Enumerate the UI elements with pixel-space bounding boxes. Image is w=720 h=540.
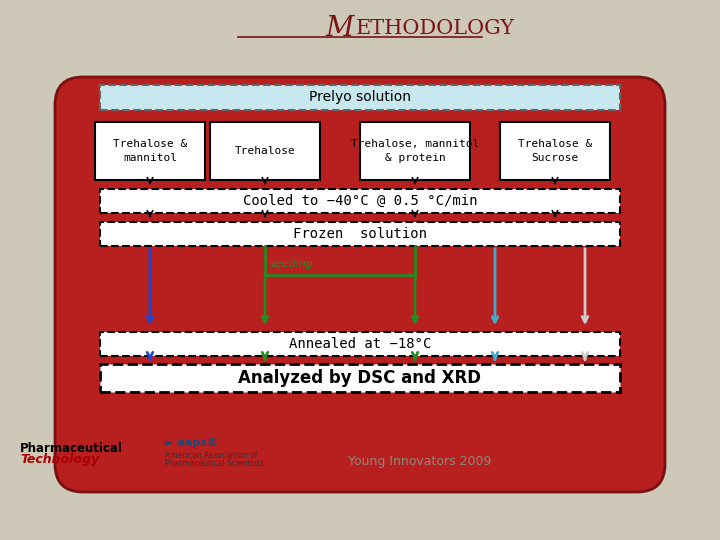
Text: Annealed at −18°C: Annealed at −18°C bbox=[289, 337, 431, 351]
FancyBboxPatch shape bbox=[95, 122, 205, 180]
Text: Pharmaceutical: Pharmaceutical bbox=[20, 442, 123, 455]
Text: ► aaps®: ► aaps® bbox=[165, 438, 218, 448]
Text: ETHODOLOGY: ETHODOLOGY bbox=[356, 18, 515, 37]
Text: Trehalose, mannitol
& protein: Trehalose, mannitol & protein bbox=[351, 139, 479, 163]
Text: Analyzed by DSC and XRD: Analyzed by DSC and XRD bbox=[238, 369, 482, 387]
Text: American Association of: American Association of bbox=[165, 451, 258, 460]
Text: Trehalose &
Sucrose: Trehalose & Sucrose bbox=[518, 139, 592, 163]
Text: seeding: seeding bbox=[270, 259, 314, 269]
Text: Frozen  solution: Frozen solution bbox=[293, 227, 427, 241]
FancyBboxPatch shape bbox=[100, 364, 620, 392]
FancyBboxPatch shape bbox=[100, 222, 620, 246]
FancyBboxPatch shape bbox=[55, 77, 665, 492]
Text: M: M bbox=[325, 15, 354, 42]
Text: Prelyo solution: Prelyo solution bbox=[309, 91, 411, 105]
Text: Young Innovators 2009: Young Innovators 2009 bbox=[348, 456, 492, 469]
FancyBboxPatch shape bbox=[100, 332, 620, 356]
FancyBboxPatch shape bbox=[100, 189, 620, 213]
FancyBboxPatch shape bbox=[500, 122, 610, 180]
Text: Cooled to −40°C @ 0.5 °C/min: Cooled to −40°C @ 0.5 °C/min bbox=[243, 194, 477, 208]
FancyBboxPatch shape bbox=[210, 122, 320, 180]
FancyBboxPatch shape bbox=[100, 85, 620, 110]
Text: Trehalose &
mannitol: Trehalose & mannitol bbox=[113, 139, 187, 163]
FancyBboxPatch shape bbox=[360, 122, 470, 180]
Text: Trehalose: Trehalose bbox=[235, 146, 295, 156]
Text: Technology: Technology bbox=[20, 453, 99, 466]
Text: Pharmaceutical Scientists: Pharmaceutical Scientists bbox=[165, 459, 264, 468]
